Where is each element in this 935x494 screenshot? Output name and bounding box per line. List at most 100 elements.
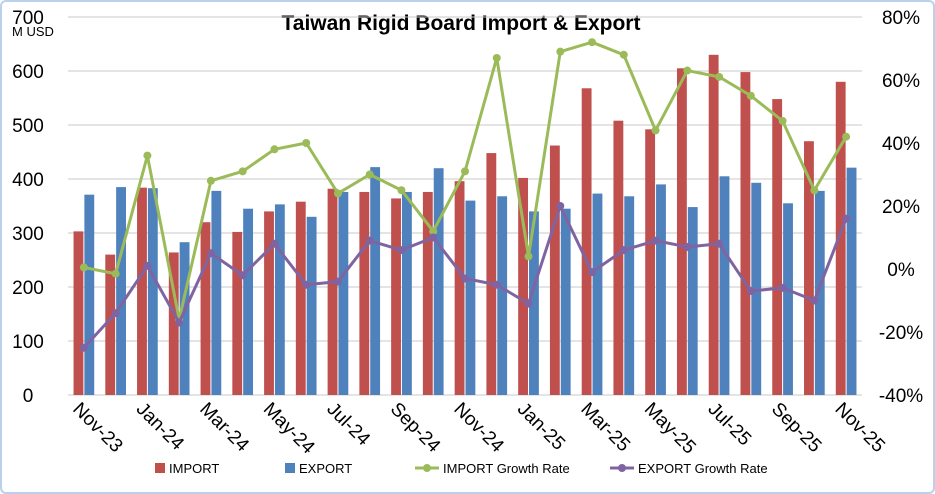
import-bar <box>168 252 179 395</box>
import-bar <box>804 141 814 395</box>
legend-label: IMPORT <box>169 461 219 476</box>
export-growth-rate-point <box>683 242 692 251</box>
import-bar <box>327 188 338 395</box>
import-bar <box>740 72 751 395</box>
import-bar <box>73 231 84 395</box>
import-growth-rate-point <box>429 227 438 236</box>
import-growth-rate-point <box>810 186 819 195</box>
x-tick-label: Sep-24 <box>386 399 444 457</box>
import-bar <box>835 81 846 396</box>
import-bar <box>613 120 624 396</box>
bar-series <box>73 54 857 396</box>
export-growth-rate-point <box>302 280 311 289</box>
export-bar <box>687 207 698 395</box>
import-growth-rate-point <box>270 145 279 154</box>
export-bar <box>624 196 635 395</box>
import-bar <box>200 222 211 395</box>
export-growth-rate-point <box>619 246 628 255</box>
import-bar <box>137 187 147 395</box>
export-growth-rate-point <box>429 233 438 242</box>
export-bar <box>719 176 730 395</box>
export-bar <box>783 203 793 395</box>
y-left-tick-label: 0 <box>23 386 34 407</box>
export-bar <box>401 191 412 395</box>
x-tick-label: Jul-24 <box>322 399 374 451</box>
y-left-tick-label: 200 <box>12 278 44 299</box>
export-growth-rate-point <box>270 239 279 248</box>
x-tick-label: Jan-24 <box>132 399 188 455</box>
export-bar <box>338 191 349 395</box>
x-tick-label: Nov-23 <box>68 399 126 457</box>
y-right-tick-label: -40% <box>879 386 923 407</box>
export-growth-rate-point <box>238 271 247 280</box>
y-right-tick-label: 0% <box>887 260 915 281</box>
import-bar <box>676 68 687 396</box>
export-bar <box>147 188 158 395</box>
y-right-tick-label: 60% <box>882 71 920 92</box>
import-bar <box>549 145 560 395</box>
legend-swatch <box>285 463 295 473</box>
x-axis: Nov-23 Jan-24 Mar-24 May-24 Jul-24 Sep-24 Nov-… <box>68 399 888 459</box>
y-left-tick-label: 100 <box>12 332 44 353</box>
import-growth-rate-point <box>778 116 787 125</box>
import-growth-rate-point <box>79 263 88 272</box>
import-growth-rate-point <box>588 38 597 47</box>
import-growth-rate-point <box>746 91 755 100</box>
import-bar <box>645 129 656 395</box>
import-bar <box>708 54 719 396</box>
import-growth-rate-point <box>302 139 311 147</box>
export-growth-rate-point <box>79 343 88 352</box>
export-growth-rate-point <box>365 236 374 245</box>
export-growth-rate-point <box>461 274 469 283</box>
export-bar <box>84 194 95 395</box>
import-bar <box>581 88 592 395</box>
chart-legend: IMPORT EXPORT IMPORT Growth Rate EXPORT Gro… <box>155 461 768 476</box>
y-left-tick-label: 500 <box>12 116 44 137</box>
export-bar <box>814 190 825 395</box>
x-tick-label: Sep-25 <box>767 399 825 457</box>
import-growth-rate-point <box>111 269 120 278</box>
export-growth-rate-point <box>778 283 787 292</box>
import-growth-rate-point <box>619 50 628 59</box>
export-bar <box>306 216 317 395</box>
export-growth-rate-point <box>206 249 215 258</box>
export-bar <box>433 168 444 395</box>
export-growth-rate-point <box>651 236 660 245</box>
export-bar <box>656 184 666 395</box>
export-growth-rate-point <box>175 318 184 327</box>
y-axis-right: -40% -20% 0% 20% 40% 60% 80% <box>879 8 923 407</box>
import-growth-rate-point <box>842 132 851 141</box>
import-growth-rate-point <box>461 167 469 176</box>
export-growth-rate-point <box>111 309 120 318</box>
export-bar <box>560 208 571 395</box>
import-growth-rate-point <box>556 47 565 56</box>
import-bar <box>454 181 465 395</box>
import-bar <box>295 201 306 395</box>
legend-swatch <box>155 463 165 473</box>
import-growth-rate-point <box>683 66 692 75</box>
export-growth-rate-point <box>556 202 565 210</box>
legend-label: IMPORT Growth Rate <box>443 461 570 476</box>
y-left-tick-label: 300 <box>12 224 44 245</box>
line-series <box>79 38 851 352</box>
import-growth-rate-point <box>238 167 247 176</box>
import-bar <box>359 191 370 395</box>
x-tick-label: Jul-25 <box>704 399 755 450</box>
export-bar <box>465 200 476 395</box>
x-tick-label: Mar-25 <box>577 399 634 456</box>
export-growth-rate-point <box>746 287 755 296</box>
export-bar <box>243 208 254 395</box>
export-bar <box>751 182 762 395</box>
export-bar <box>529 211 539 395</box>
y-right-tick-label: 20% <box>882 197 920 218</box>
x-tick-label: May-25 <box>640 399 700 459</box>
import-growth-rate-point <box>492 53 501 62</box>
y-right-tick-label: 80% <box>882 8 920 29</box>
chart-title: Taiwan Rigid Board Import & Export <box>282 12 641 35</box>
import-bar <box>105 254 116 395</box>
export-growth-rate-point <box>143 261 152 270</box>
export-growth-rate-point <box>397 246 406 255</box>
export-growth-rate-point <box>524 299 533 308</box>
export-bar <box>846 167 857 395</box>
